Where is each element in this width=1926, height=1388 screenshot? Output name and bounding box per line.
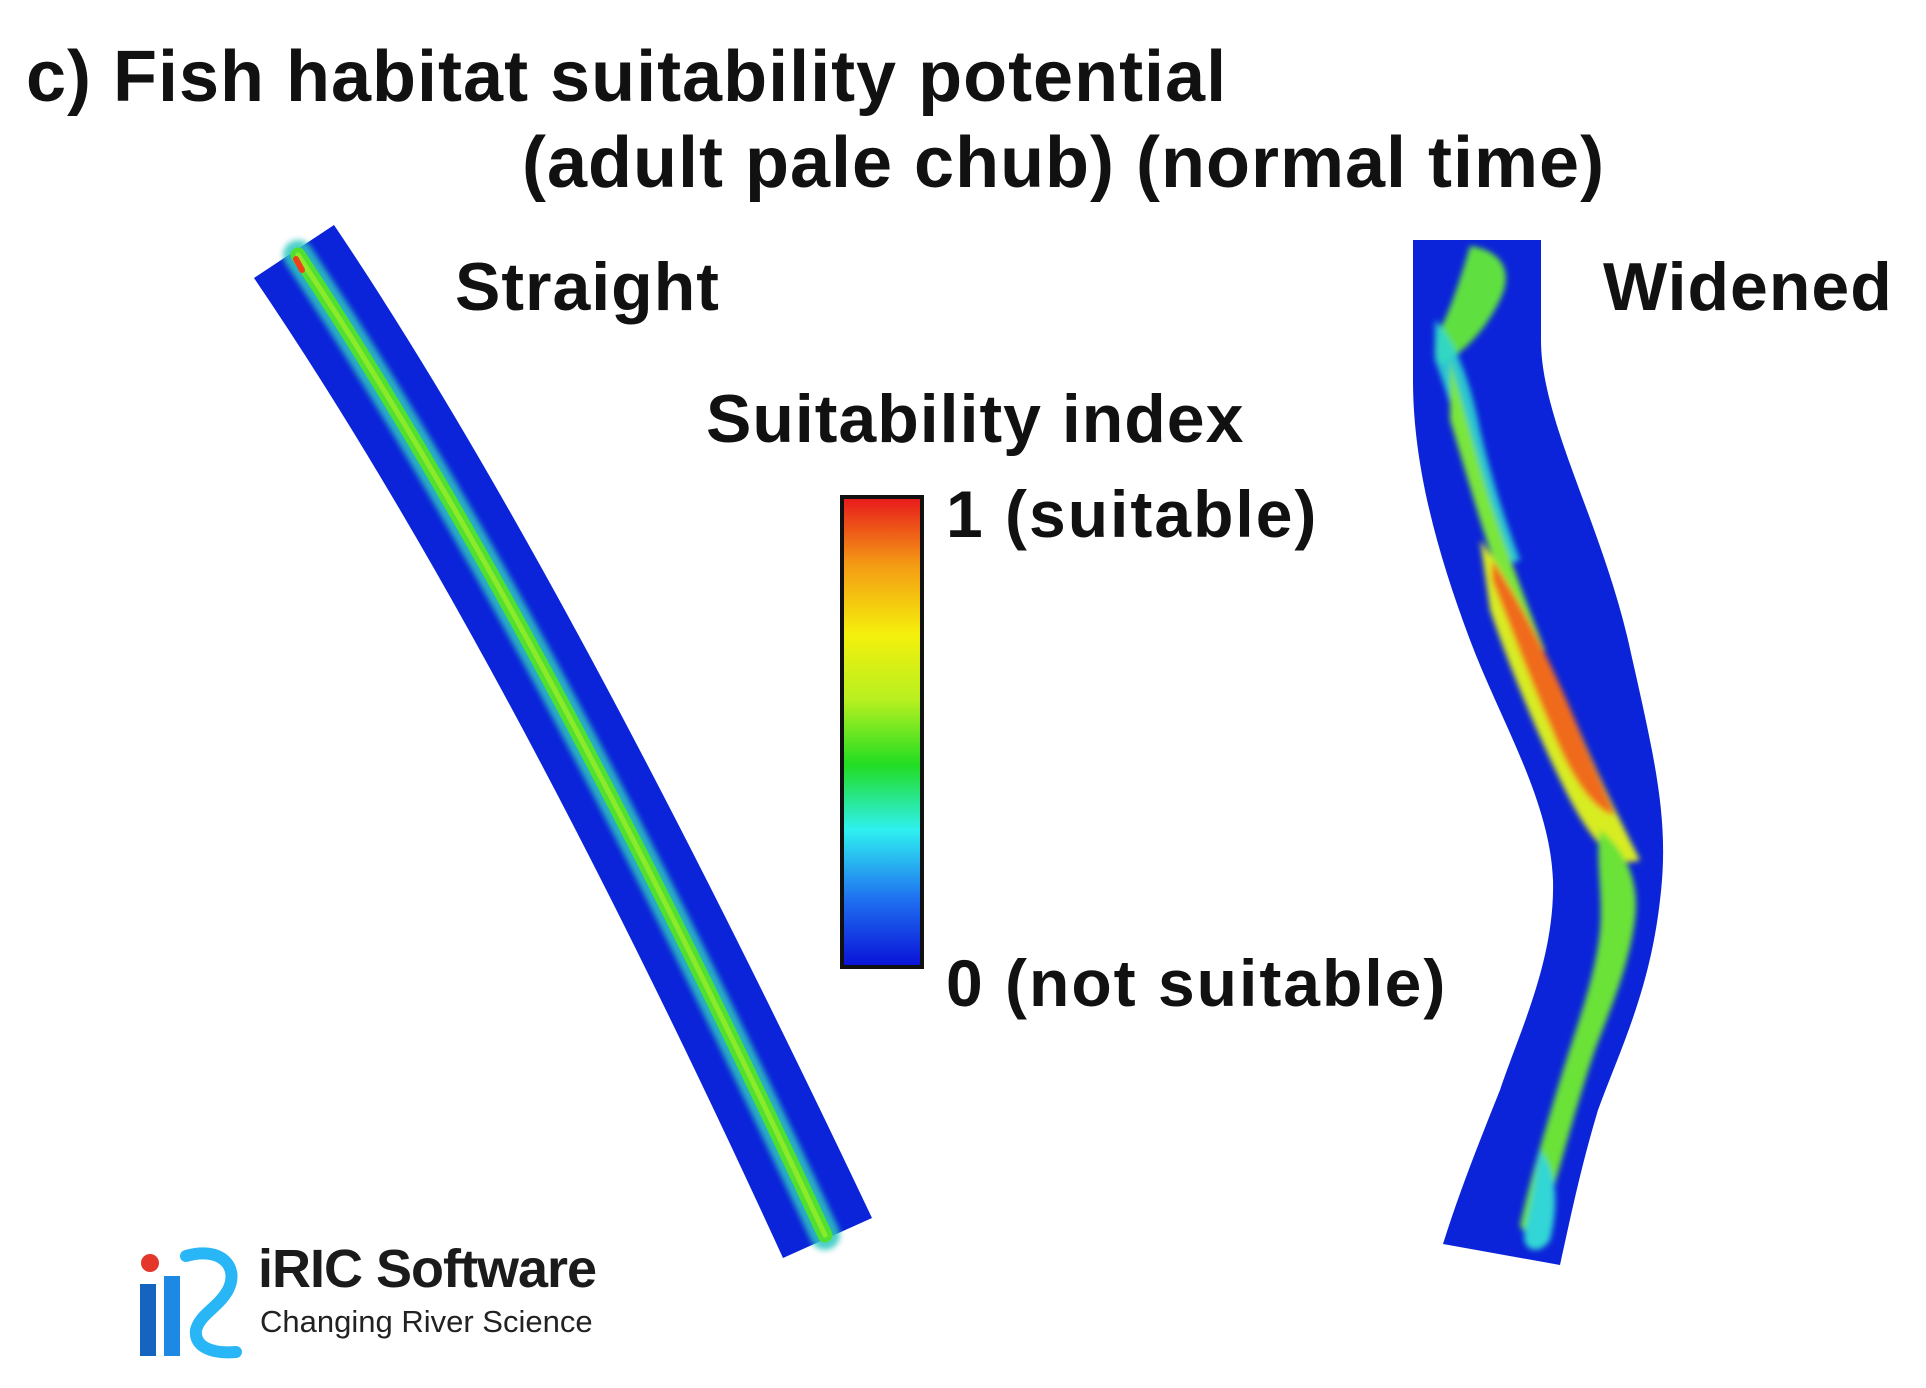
figure-title-line1: c) Fish habitat suitability potential: [26, 37, 1228, 117]
widened-cyan-fringe: [1435, 320, 1520, 562]
logo-swoosh: [180, 1247, 242, 1359]
colorbar-title: Suitability index: [706, 381, 1245, 457]
logo-bar-2: [164, 1276, 180, 1356]
widened-cyan-lower: [1524, 1150, 1556, 1250]
straight-channel-map: [254, 225, 872, 1258]
colorbar: [840, 495, 924, 969]
logo-dot: [141, 1254, 159, 1272]
straight-label: Straight: [455, 249, 720, 325]
iric-logo-mark: [140, 1247, 242, 1359]
figure-title-line2: (adult pale chub) (normal time): [522, 123, 1606, 203]
logo-tagline: Changing River Science: [260, 1304, 593, 1339]
colorbar-max-label: 1 (suitable): [946, 477, 1319, 551]
logo-name: iRIC Software: [258, 1239, 597, 1299]
iric-logo: iRIC Software Changing River Science: [136, 1238, 656, 1358]
widened-channel-map: [1413, 240, 1664, 1265]
widened-green-zone-lower: [1520, 830, 1636, 1232]
colorbar-min-label: 0 (not suitable): [946, 946, 1448, 1020]
logo-bar-1: [140, 1284, 156, 1356]
widened-green-zone-top: [1434, 246, 1506, 364]
widened-label: Widened: [1603, 249, 1893, 325]
straight-hot-spot: [293, 256, 305, 273]
straight-corridor-highlight: [295, 252, 828, 1238]
widened-hot-zone: [1492, 560, 1615, 815]
